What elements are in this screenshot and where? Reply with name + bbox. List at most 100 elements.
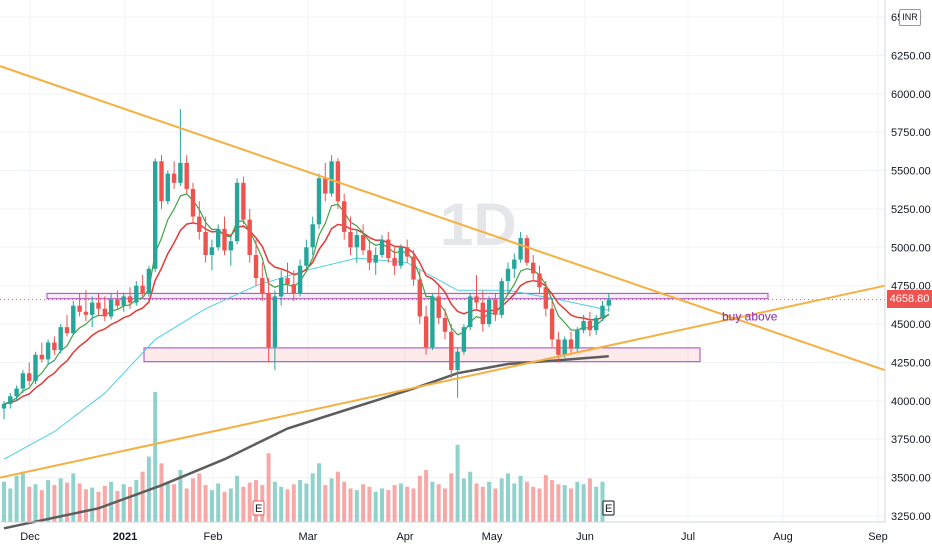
price-tick-label: 4500.00: [891, 319, 931, 331]
volume-bar: [140, 471, 145, 522]
candle-body: [209, 247, 215, 255]
volume-bar: [361, 484, 366, 522]
volume-bar: [134, 480, 139, 522]
volume-bar: [304, 483, 309, 522]
volume-bar: [524, 481, 529, 522]
volume-bar: [65, 482, 69, 522]
volume-bar: [159, 463, 164, 522]
candle-body: [405, 247, 410, 257]
candle-body: [348, 231, 353, 248]
volume-bar: [90, 487, 95, 522]
volume-bar: [20, 471, 25, 522]
candle-body: [241, 182, 246, 220]
time-tick-label: May: [482, 531, 503, 543]
volume-bar: [493, 488, 498, 522]
sma-long-line: [3, 355, 609, 530]
candle-body: [342, 201, 347, 232]
volume-bar: [241, 486, 246, 522]
candle-body: [505, 268, 511, 282]
candle-body: [102, 308, 107, 317]
time-tick-label: Apr: [396, 531, 413, 543]
volume-bar: [317, 463, 321, 522]
volume-bar: [411, 488, 416, 522]
volume-bar: [153, 392, 158, 522]
volume-bar: [27, 486, 32, 522]
candle-body: [436, 296, 441, 318]
candle-body: [360, 235, 366, 251]
candle-body: [329, 161, 334, 194]
volume-bar: [499, 478, 504, 522]
candle-body: [486, 299, 492, 325]
candle-body: [1, 403, 7, 409]
last-price-tag: 4658.80: [887, 290, 932, 308]
candle-body: [203, 231, 208, 255]
volume-bar: [587, 478, 592, 522]
volume-bar: [197, 473, 202, 522]
volume-bar: [222, 491, 227, 522]
volume-bar: [291, 484, 296, 522]
volume-bar: [102, 485, 107, 522]
volume-bar: [562, 485, 567, 522]
candle-body: [594, 317, 599, 331]
candle-body: [146, 268, 152, 294]
candle-body: [8, 396, 13, 404]
volume-bar: [342, 481, 347, 522]
price-tick-label: 3250.00: [891, 511, 931, 523]
candle-body: [606, 299, 611, 306]
volume-bar: [398, 483, 403, 522]
volume-bar: [569, 488, 573, 522]
volume-bar: [165, 481, 170, 522]
volume-bar: [310, 473, 315, 522]
volume-bar: [575, 481, 580, 522]
candle-body: [20, 373, 26, 389]
volume-bar: [172, 484, 177, 522]
volume-bar: [58, 478, 63, 522]
support-zone: [143, 347, 701, 363]
candle-body: [140, 285, 145, 294]
volume-bar: [203, 485, 208, 522]
candle-body: [499, 281, 504, 315]
trendline-descending: [0, 65, 886, 372]
candle-body: [373, 254, 378, 263]
candle-body: [272, 296, 278, 348]
volume-bar: [531, 486, 536, 522]
candle-body: [260, 278, 265, 294]
price-tick-label: 3500.00: [891, 473, 931, 485]
volume-bar: [600, 481, 605, 522]
volume-bar: [506, 473, 510, 522]
candle-body: [411, 256, 416, 280]
candle-body: [518, 238, 523, 260]
volume-bar: [272, 481, 277, 522]
volume-bar: [455, 444, 460, 522]
candle-body: [178, 162, 183, 183]
candle-body: [386, 239, 391, 259]
volume-bar: [550, 480, 555, 522]
candle-body: [575, 330, 580, 349]
candle-body: [417, 279, 422, 317]
volume-bar: [247, 482, 252, 522]
candle-body: [64, 327, 70, 334]
earnings-marker: [602, 500, 615, 516]
volume-bar: [209, 490, 214, 522]
candle-body: [216, 228, 221, 248]
candle-body: [316, 178, 322, 225]
candle-body: [134, 285, 139, 303]
candle-body: [228, 241, 233, 251]
volume-bar: [512, 483, 517, 522]
currency-badge[interactable]: INR: [899, 9, 921, 26]
volume-bar: [480, 486, 485, 522]
candle-body: [190, 188, 196, 217]
candle-body: [537, 273, 542, 288]
candle-body: [171, 173, 177, 183]
candle-body: [367, 250, 372, 263]
candle-body: [184, 162, 189, 189]
volume-bar: [556, 484, 561, 522]
candle-body: [77, 305, 82, 312]
volume-bar: [52, 485, 57, 522]
price-tick-label: 3750.00: [891, 434, 931, 446]
volume-bar: [449, 473, 454, 522]
candle-body: [323, 178, 328, 194]
candle-body: [600, 305, 605, 318]
candle-body: [33, 354, 38, 381]
time-tick-label: Feb: [204, 531, 223, 543]
